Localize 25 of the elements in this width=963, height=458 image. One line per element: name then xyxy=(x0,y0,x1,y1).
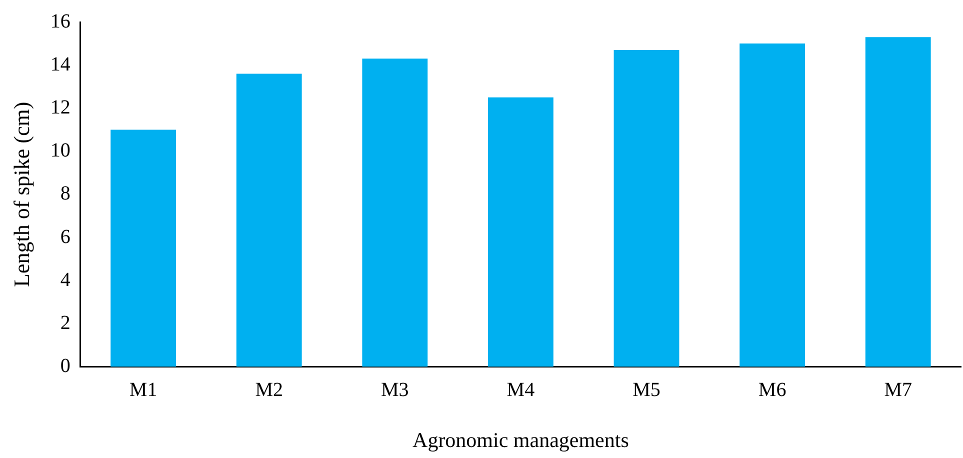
x-tick-label: M1 xyxy=(129,379,158,402)
x-tick-label: M6 xyxy=(758,379,786,402)
bar xyxy=(614,50,680,367)
bar xyxy=(865,37,931,367)
bar xyxy=(236,74,302,367)
bar xyxy=(110,130,176,367)
x-tick-label: M5 xyxy=(632,379,660,402)
x-tick-label: M7 xyxy=(884,379,912,402)
x-tick-label: M4 xyxy=(506,379,535,402)
y-axis-title: Length of spike (cm) xyxy=(8,102,34,287)
y-tick-label: 10 xyxy=(50,140,70,162)
y-tick-label: 4 xyxy=(60,268,70,291)
bar xyxy=(362,58,428,367)
bar xyxy=(740,44,806,367)
x-tick-label: M3 xyxy=(381,379,409,402)
y-tick-label: 6 xyxy=(60,226,70,248)
bar xyxy=(488,97,554,367)
y-tick-label: 14 xyxy=(50,53,70,76)
y-tick-label: 8 xyxy=(60,182,70,205)
y-tick-label: 16 xyxy=(50,10,70,32)
y-tick-label: 2 xyxy=(60,312,70,334)
x-axis-title: Agronomic managements xyxy=(412,428,629,452)
y-tick-label: 0 xyxy=(60,355,70,378)
y-tick-label: 12 xyxy=(50,96,70,118)
x-tick-label: M2 xyxy=(255,379,283,402)
